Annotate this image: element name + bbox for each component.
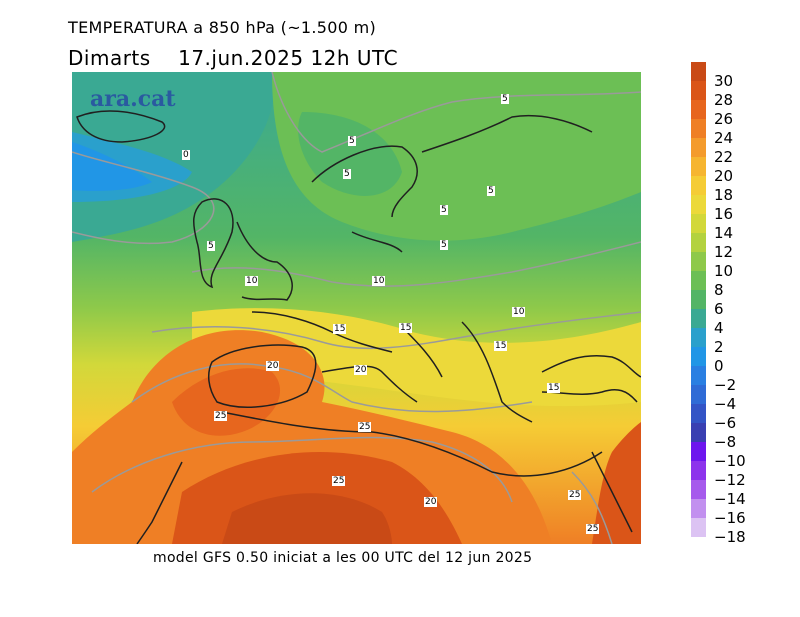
contour-label: 10 — [512, 307, 526, 317]
contour-label: 15 — [333, 324, 347, 334]
contour-label: 20 — [266, 361, 280, 371]
iberia-hot — [172, 368, 281, 436]
legend-label: −8 — [714, 433, 737, 451]
contour-label: 5 — [440, 240, 448, 250]
legend-label: −10 — [714, 452, 746, 470]
legend-label: −2 — [714, 376, 737, 394]
legend-swatch — [691, 176, 706, 195]
map-canvas — [72, 72, 641, 544]
legend-label: 10 — [714, 262, 734, 280]
legend-swatch — [691, 499, 706, 518]
contour-label: 25 — [358, 422, 372, 432]
contour-label: 15 — [494, 341, 508, 351]
contour-label: 15 — [399, 323, 413, 333]
chart-title: TEMPERATURA a 850 hPa (~1.500 m) — [68, 18, 377, 37]
legend-swatch — [691, 100, 706, 119]
model-note: model GFS 0.50 iniciat a les 00 UTC del … — [153, 550, 533, 566]
legend-swatch — [691, 214, 706, 233]
legend-swatch — [691, 81, 706, 100]
sahara-hottest — [222, 493, 392, 544]
legend-label: 18 — [714, 186, 734, 204]
legend-swatch — [691, 518, 706, 537]
contour-label: 5 — [207, 241, 215, 251]
contour-label: 10 — [245, 276, 259, 286]
legend-swatch — [691, 366, 706, 385]
legend-swatch — [691, 385, 706, 404]
legend-label: 20 — [714, 167, 734, 185]
legend-swatch — [691, 233, 706, 252]
contour-label: 5 — [348, 136, 356, 146]
cool-europe — [272, 72, 641, 241]
contour-label: 20 — [354, 365, 368, 375]
legend-label: −12 — [714, 471, 746, 489]
legend-label: −16 — [714, 509, 746, 527]
legend-label: 2 — [714, 338, 724, 356]
legend-swatch — [691, 119, 706, 138]
scandinavia-cool — [298, 112, 402, 196]
isotherms — [72, 72, 641, 544]
legend-label: 4 — [714, 319, 724, 337]
legend-swatch — [691, 138, 706, 157]
coastlines — [76, 110, 641, 544]
zero-isotherm-core — [72, 142, 152, 192]
legend-label: −6 — [714, 414, 737, 432]
legend-label: −14 — [714, 490, 746, 508]
legend-label: −18 — [714, 528, 746, 546]
legend-label: −4 — [714, 395, 737, 413]
ara-logo: ara.cat — [90, 86, 176, 112]
legend-swatch — [691, 252, 706, 271]
legend-label: 8 — [714, 281, 724, 299]
temperature-map: ara.cat 5 5 5 5 5 5 5 0 10 10 10 15 15 1… — [72, 72, 641, 544]
legend-label: 24 — [714, 129, 734, 147]
mild-belt — [192, 308, 641, 407]
contour-label: 5 — [343, 169, 351, 179]
legend-label: 26 — [714, 110, 734, 128]
legend-swatch — [691, 347, 706, 366]
contour-label: 25 — [568, 490, 582, 500]
legend-label: 0 — [714, 357, 724, 375]
contour-label: 25 — [586, 524, 600, 534]
legend-swatch — [691, 271, 706, 290]
legend-swatch — [691, 328, 706, 347]
legend-label: 6 — [714, 300, 724, 318]
legend-swatch — [691, 480, 706, 499]
legend-swatch — [691, 404, 706, 423]
legend-label: 30 — [714, 72, 734, 90]
contour-label: 25 — [332, 476, 346, 486]
chart-date: Dimarts 17.jun.2025 12h UTC — [68, 46, 399, 70]
contour-label: 5 — [487, 186, 495, 196]
legend-label: 22 — [714, 148, 734, 166]
legend-swatch — [691, 461, 706, 480]
legend-swatch — [691, 423, 706, 442]
legend-label: 14 — [714, 224, 734, 242]
legend-swatch — [691, 442, 706, 461]
legend-label: 28 — [714, 91, 734, 109]
contour-label: 10 — [372, 276, 386, 286]
legend-swatch — [691, 195, 706, 214]
legend-swatch — [691, 309, 706, 328]
legend-swatch — [691, 157, 706, 176]
middle-east-hot — [592, 422, 641, 544]
contour-label: 25 — [214, 411, 228, 421]
contour-label: 20 — [424, 497, 438, 507]
contour-label: 15 — [547, 383, 561, 393]
contour-label: 0 — [182, 150, 190, 160]
legend-label: 16 — [714, 205, 734, 223]
cold-region — [72, 72, 274, 242]
contour-label: 5 — [440, 205, 448, 215]
legend-swatch — [691, 290, 706, 309]
legend-swatch — [691, 62, 706, 81]
contour-label: 5 — [501, 94, 509, 104]
legend-label: 12 — [714, 243, 734, 261]
